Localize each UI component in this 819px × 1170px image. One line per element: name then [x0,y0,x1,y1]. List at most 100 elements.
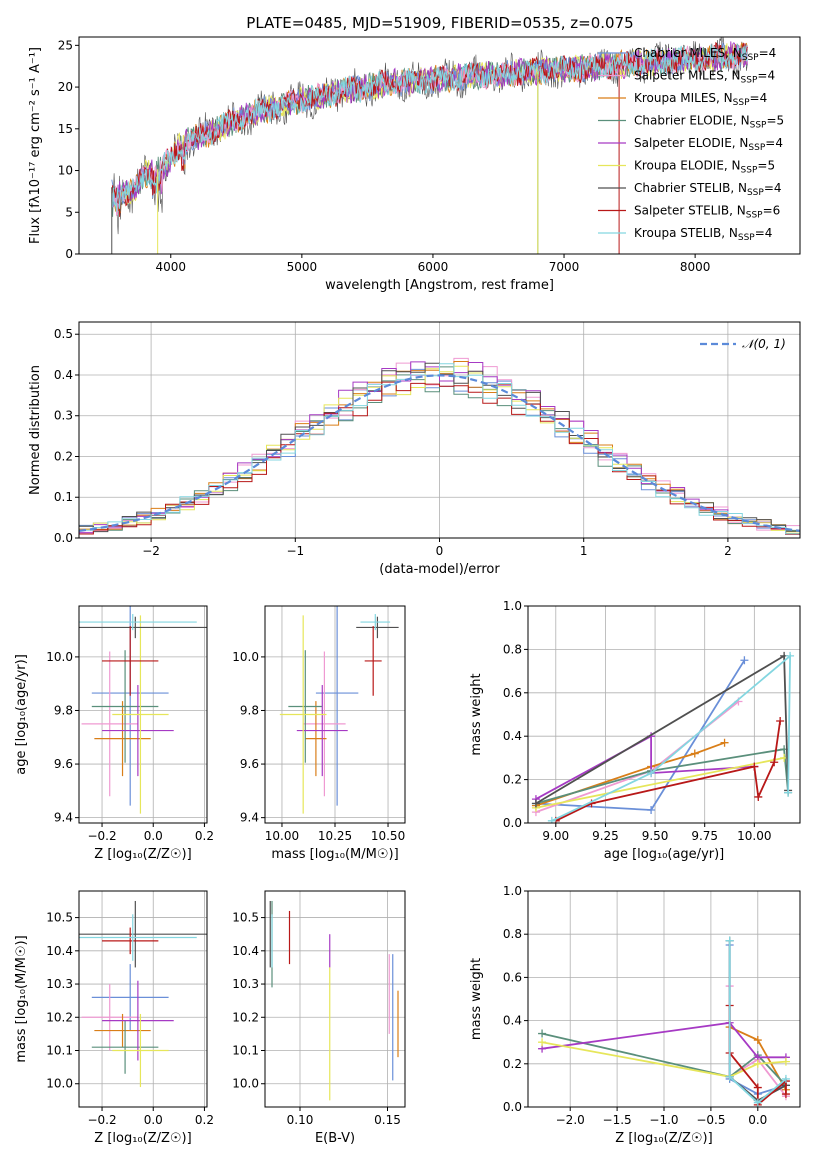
age-weight-plot: 9.00 9.25 9.50 9.75 10.00 0.0 0.2 0.4 0.6 0.8 1.0 a… [469,599,801,862]
spectrum-plot: 4000 5000 6000 7000 8000 0 5 10 15 20 25 wavelength… [28,36,801,293]
weight-point-marker [538,1038,547,1047]
y-tick-label: 10.5 [46,911,73,925]
y-axis-label: mass weight [469,958,484,1040]
x-tick-label: 10.50 [371,829,405,843]
x-tick-label: 5000 [287,260,318,274]
x-tick-label: 2 [724,544,732,558]
x-axis-label: (data-model)/error [379,562,500,577]
x-tick-label: 4000 [155,260,186,274]
y-tick-label: 0.1 [54,490,73,504]
x-axis-label: Z [log₁₀(Z/Z☉)] [94,847,191,862]
x-axis-label: E(B-V) [315,1131,355,1146]
ebv-mass-plot: 0.10 0.15 10.0 10.1 10.2 10.3 10.4 10.5 E(B-V) [232,890,406,1146]
legend-entry: Salpeter STELIB, NSSP=6 [634,204,780,221]
spectrum-marks [111,37,748,254]
y-axis-label: age [log₁₀(age/yr)] [14,654,29,775]
axes-frame [264,890,406,1108]
weight-point-marker [690,749,699,758]
y-tick-label: 9.8 [54,703,73,717]
weight-point-marker [786,651,795,660]
x-axis-label: Z [log₁₀(Z/Z☉)] [94,1131,191,1146]
y-tick-label: 9.8 [240,703,259,717]
y-tick-label: 10.1 [46,1044,73,1058]
x-tick-label: 0 [436,544,444,558]
x-tick-label: −2 [142,544,160,558]
x-tick-label: 1 [580,544,588,558]
x-axis-label: age [log₁₀(age/yr)] [604,847,725,862]
legend-entry: Chabrier STELIB, NSSP=4 [634,181,782,198]
weight-point-marker [770,758,779,767]
weight-series-line [535,748,789,805]
y-axis-label: mass weight [469,673,484,755]
x-tick-label: −1 [286,544,304,558]
ebv-mass-marks [269,900,399,1101]
y-tick-label: 9.6 [54,757,73,771]
y-tick-label: 15 [58,122,73,136]
axes-frame [78,36,801,255]
x-tick-label: 9.75 [691,829,718,843]
x-tick-label: 9.00 [542,829,569,843]
y-tick-label: 0.5 [54,327,73,341]
y-tick-label: 0.0 [54,531,73,545]
x-tick-label: 0.0 [748,1113,767,1127]
y-tick-label: 0.4 [503,729,522,743]
y-tick-label: 9.4 [240,811,259,825]
weight-point-marker [531,799,540,808]
y-tick-label: 0.6 [503,970,522,984]
y-tick-label: 10.2 [232,1010,259,1024]
z-weight-plot: −2.0 −1.5 −1.0 −0.5 0.0 0.0 0.2 0.4 0.6 0.8 1.0 Z [… [469,884,801,1146]
residuals-marks [79,357,800,538]
y-tick-label: 0.2 [503,773,522,787]
y-tick-label: 0.2 [54,449,73,463]
x-tick-label: −1.0 [649,1113,678,1127]
spectrum-legend: Chabrier MILES, NSSP=4 Salpeter MILES, NS… [598,46,784,243]
x-tick-label: 0.2 [195,829,214,843]
x-tick-label: −0.5 [696,1113,725,1127]
weight-point-marker [753,1083,762,1092]
x-tick-label: 7000 [549,260,580,274]
weight-point-marker [753,1036,762,1045]
legend-entry: Chabrier MILES, NSSP=4 [634,46,776,63]
weight-point-marker [538,1029,547,1038]
y-tick-label: 0.8 [503,927,522,941]
y-tick-label: 0.4 [503,1014,522,1028]
x-axis-label: mass [log₁₀(M/M☉)] [271,847,398,862]
weight-series-line [535,654,789,805]
z-mass-plot: −0.2 0.0 0.2 10.0 10.1 10.2 10.3 10.4 10.5 Z [log… [14,890,214,1146]
age-weight-marks [531,651,795,823]
weight-point-marker [725,936,734,945]
weight-point-marker [753,1059,762,1068]
weight-point-marker [781,1074,790,1083]
x-tick-label: 0.0 [144,829,163,843]
y-axis-label: Flux [fλ10⁻¹⁷ erg cm⁻² s⁻¹ A⁻¹] [28,47,43,244]
weight-point-marker [647,805,656,814]
weight-series-line [535,757,785,809]
y-tick-label: 10.3 [46,977,73,991]
y-tick-label: 10.4 [46,944,73,958]
weight-series-line [541,1032,787,1087]
mass-age-plot: 10.00 10.25 10.50 9.4 9.6 9.8 10.0 mass [log₁₀(… [232,605,406,862]
spectrum-series-line [111,44,748,212]
weight-series-line [541,1021,786,1059]
y-tick-label: 10 [58,164,73,178]
y-tick-label: 0.0 [503,1100,522,1114]
weight-point-marker [781,1057,790,1066]
x-tick-label: 9.50 [642,829,669,843]
y-tick-label: 5 [65,205,73,219]
y-tick-label: 0.8 [503,642,522,656]
x-tick-label: 0.10 [287,1113,314,1127]
legend-entry: 𝒩(0, 1) [742,337,786,351]
axes-frame [78,890,208,1108]
weight-point-marker [784,788,793,797]
z-age-marks [79,606,207,814]
weight-point-marker [725,1072,734,1081]
x-tick-label: 8000 [680,260,711,274]
weight-point-marker [547,816,556,823]
weight-point-marker [776,717,785,726]
y-tick-label: 0.3 [54,409,73,423]
residuals-plot: −2 −1 0 1 2 0.0 0.1 0.2 0.3 0.4 0.5 (data-model)/er… [28,321,801,577]
weight-series-line [555,720,781,822]
weight-point-marker [740,656,749,665]
x-tick-label: 0.0 [144,1113,163,1127]
x-tick-label: 10.00 [737,829,771,843]
